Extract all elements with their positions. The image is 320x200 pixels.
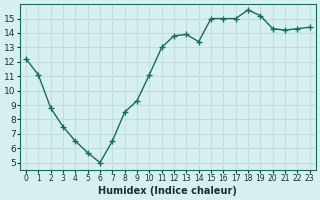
X-axis label: Humidex (Indice chaleur): Humidex (Indice chaleur) bbox=[98, 186, 237, 196]
